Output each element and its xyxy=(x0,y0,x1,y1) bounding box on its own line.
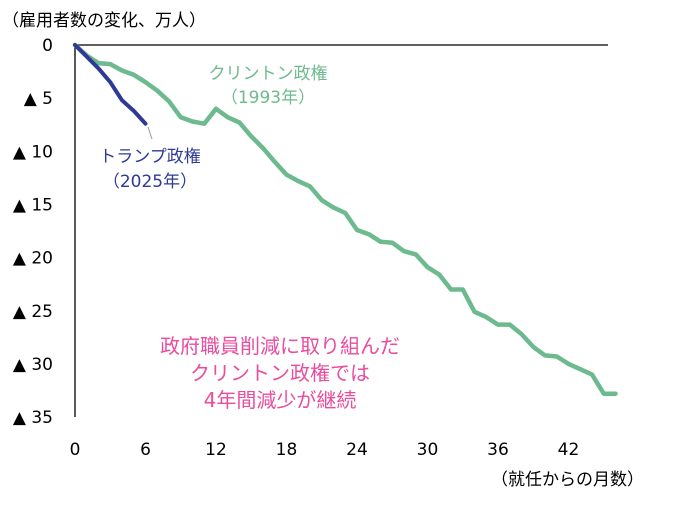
annotation-line-2: クリントン政権では xyxy=(190,361,370,385)
y-tick-label: ▲ 20 xyxy=(13,249,53,269)
y-tick-labels: 0 ▲ 5 ▲ 10 ▲ 15 ▲ 20 ▲ 25 ▲ 30 ▲ 35 xyxy=(13,36,53,428)
y-tick-label: 0 xyxy=(42,36,53,56)
y-tick-label: ▲ 5 xyxy=(24,89,53,109)
y-tick-label: ▲ 10 xyxy=(13,142,53,162)
trump-series-label: トランプ政権 xyxy=(99,147,201,167)
y-tick-label: ▲ 15 xyxy=(13,195,53,215)
y-tick-label: ▲ 25 xyxy=(13,302,53,322)
x-tick-label: 42 xyxy=(558,440,580,460)
x-tick-label: 0 xyxy=(70,440,81,460)
trump-series-year: （2025年） xyxy=(103,172,197,192)
x-tick-labels: 0 6 12 18 24 30 36 42 xyxy=(70,440,580,460)
x-tick-label: 24 xyxy=(346,440,368,460)
x-tick-label: 36 xyxy=(487,440,509,460)
clinton-series-line xyxy=(72,42,618,396)
trump-leader-line xyxy=(147,126,153,140)
x-tick-label: 30 xyxy=(417,440,439,460)
clinton-series-year: （1993年） xyxy=(221,88,315,108)
annotation-line-1: 政府職員削減に取り組んだ xyxy=(160,334,400,358)
x-tick-label: 6 xyxy=(140,440,151,460)
x-axis-title: （就任からの月数） xyxy=(491,470,644,490)
y-tick-label: ▲ 30 xyxy=(13,355,53,375)
trump-series-line xyxy=(73,43,148,126)
y-axis-title: （雇用者数の変化、万人） xyxy=(2,11,206,31)
x-tick-label: 18 xyxy=(276,440,298,460)
clinton-series-label: クリントン政権 xyxy=(209,64,328,84)
y-tick-label: ▲ 35 xyxy=(13,408,53,428)
x-tick-label: 12 xyxy=(205,440,227,460)
series-lines xyxy=(72,42,618,396)
annotation-line-3: 4年間減少が継続 xyxy=(204,388,357,412)
